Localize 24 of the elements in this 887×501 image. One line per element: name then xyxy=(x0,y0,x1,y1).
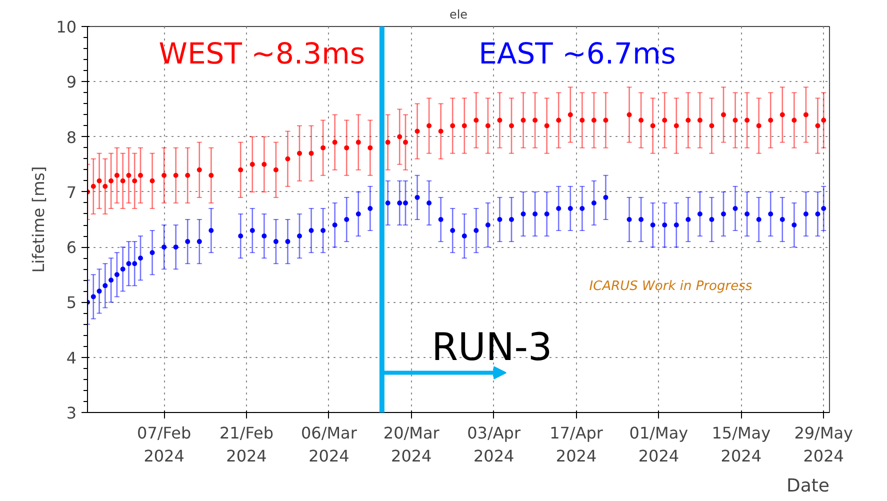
y-tick-label: 10 xyxy=(56,18,76,36)
y-tick-label: 9 xyxy=(66,72,77,92)
annotation: EAST ~6.7ms xyxy=(478,36,676,71)
x-tick-label: 15/May 2024 xyxy=(712,424,771,466)
x-tick-label: 01/May 2024 xyxy=(629,424,688,466)
y-tick-label: 4 xyxy=(66,348,77,368)
x-tick-label: 17/Apr 2024 xyxy=(550,424,604,466)
annotation: WEST ~8.3ms xyxy=(158,36,365,71)
y-tick-label: 6 xyxy=(66,238,77,258)
y-tick-label: 8 xyxy=(66,128,77,147)
x-tick-label: 06/Mar 2024 xyxy=(300,424,358,466)
annotation: RUN-3 xyxy=(432,324,552,369)
chart-title: ele xyxy=(449,8,468,22)
x-tick-label: 20/Mar 2024 xyxy=(383,424,440,466)
y-tick-label: 5 xyxy=(66,293,77,312)
y-axis-title: Lifetime [ms] xyxy=(29,166,48,273)
x-tick-label: 03/Apr 2024 xyxy=(467,424,521,466)
x-tick-label: 29/May 2024 xyxy=(794,424,854,466)
y-tick-label: 3 xyxy=(66,404,77,422)
x-axis-title: Date xyxy=(786,476,830,496)
x-tick-label: 21/Feb 2024 xyxy=(219,424,274,466)
annotation: ICARUS Work in Progress xyxy=(589,278,752,294)
x-tick-label: 07/Feb 2024 xyxy=(137,424,192,466)
y-tick-label: 7 xyxy=(66,182,77,202)
